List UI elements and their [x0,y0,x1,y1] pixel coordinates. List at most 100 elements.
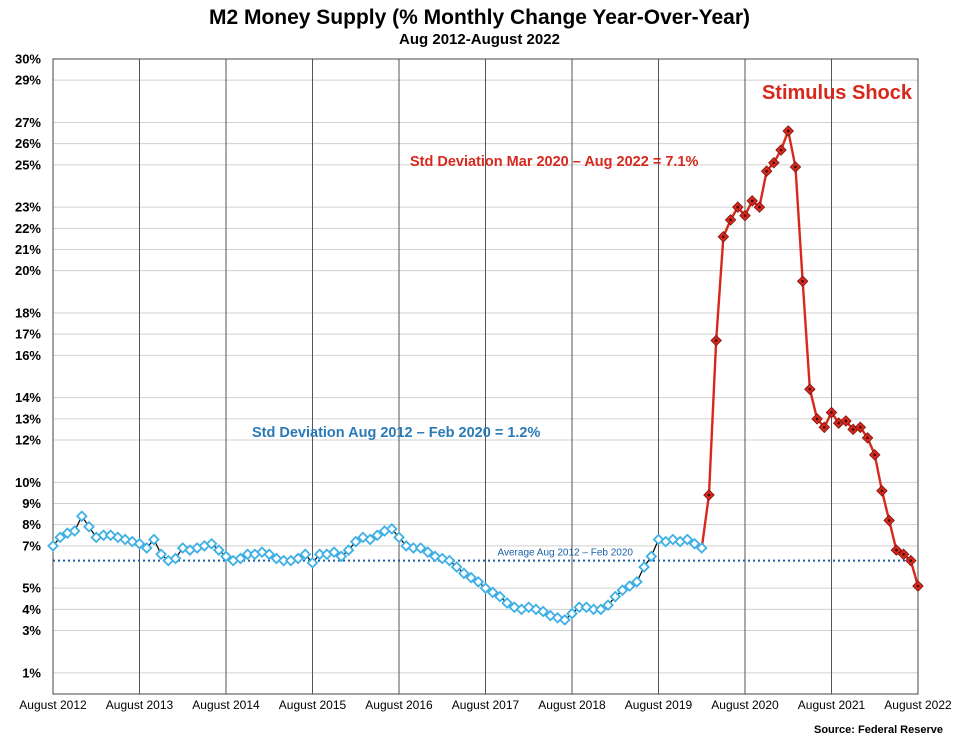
x-tick-label: August 2017 [452,698,520,712]
data-point-pre [631,575,643,588]
data-point-pre [443,554,456,567]
data-point-stimulus-center [873,453,877,457]
data-point-pre [126,535,139,548]
data-point-stimulus-center [916,584,920,588]
data-point-stimulus-center [830,411,833,414]
data-point-pre [385,523,398,535]
data-point-pre [580,601,593,614]
x-tick-label: August 2014 [192,698,260,712]
data-point-pre [328,546,340,559]
y-tick-label: 29% [15,73,41,88]
x-tick-label: August 2015 [279,698,347,712]
data-point-pre [112,531,124,544]
y-tick-label: 21% [15,242,41,257]
data-point-pre [234,552,247,565]
data-point-pre [133,537,146,550]
chart-title: M2 Money Supply (% Monthly Change Year-O… [208,6,751,29]
y-tick-label: 9% [22,496,41,511]
data-point-pre [220,550,232,563]
data-point-pre [609,590,622,603]
series-markers [47,125,924,626]
data-point-pre [155,548,167,561]
data-point-stimulus-center [822,426,826,429]
y-tick-label: 16% [15,348,41,363]
data-point-pre [638,561,650,573]
average-line-label: Average Aug 2012 – Feb 2020 [498,548,634,559]
x-tick-label: August 2016 [365,698,433,712]
data-point-pre [148,533,160,546]
y-tick-label: 3% [22,623,41,638]
data-point-pre [342,544,355,556]
data-point-stimulus-center [707,493,711,497]
data-point-pre [623,580,636,592]
stimulus-shock-label: Stimulus Shock [762,82,913,104]
x-tick-label: August 2020 [711,698,779,712]
data-point-pre [558,614,571,626]
data-point-pre [501,597,513,609]
data-point-pre [450,561,463,573]
y-tick-label: 25% [15,157,41,172]
data-point-pre [263,548,276,561]
y-tick-label: 22% [15,221,41,236]
data-point-stimulus-center [909,559,913,562]
data-point-pre [458,567,470,580]
data-point-pre [566,607,578,620]
data-point-pre [205,537,218,550]
data-point-pre [429,550,441,563]
y-tick-label: 7% [22,538,41,553]
data-point-stimulus-center [815,417,819,421]
data-point-stimulus-center [786,129,790,133]
data-point-stimulus-center [750,199,754,203]
data-point-stimulus-center [714,339,718,342]
data-point-pre [479,582,492,595]
data-point-pre [616,584,629,597]
data-point-pre [47,539,59,552]
data-point-stimulus-center [895,548,898,552]
data-point-stimulus-center [736,205,740,209]
x-tick-label: August 2013 [106,698,174,712]
y-tick-label: 26% [15,136,41,151]
std-deviation-pre-label: Std Deviation Aug 2012 – Feb 2020 = 1.2% [252,425,540,441]
series-line-stimulus [700,129,920,587]
y-tick-label: 27% [15,115,41,130]
data-point-pre [306,556,319,569]
data-point-stimulus-center [837,421,841,425]
data-point-stimulus-center [851,428,855,431]
data-point-pre [494,590,506,603]
data-point-pre [299,548,312,561]
data-point-pre [169,552,182,565]
data-point-pre [681,533,694,546]
y-tick-label: 5% [22,581,41,596]
x-tick-label: August 2021 [798,698,866,712]
y-tick-label: 10% [15,475,41,490]
y-tick-label: 4% [22,602,41,617]
data-point-pre [594,603,607,616]
x-tick-labels: August 2012 August 2013 August 2014 August … [19,698,952,712]
y-tick-label: 20% [15,263,41,278]
data-point-stimulus-center [794,165,797,169]
data-point-stimulus-center [866,436,869,440]
y-tick-label: 14% [15,390,41,405]
data-point-stimulus-center [801,279,804,283]
data-point-pre [140,542,153,554]
x-tick-label: August 2018 [538,698,606,712]
data-point-pre [414,542,427,554]
data-point-pre [292,552,304,565]
data-point-stimulus-center [772,161,776,165]
data-point-pre [695,542,708,554]
x-tick-label: August 2019 [625,698,693,712]
data-point-pre [537,605,550,618]
data-point-stimulus-center [902,553,905,556]
data-point-pre [522,601,535,614]
x-tick-label: August 2022 [884,698,952,712]
annotations: Stimulus Shock Std Deviation Mar 2020 – A… [252,82,913,441]
data-point-pre [335,550,348,563]
plot-frame [52,58,919,695]
data-point-pre [68,525,81,537]
y-tick-label: 17% [15,327,41,342]
data-point-stimulus-center [743,214,747,217]
data-point-pre [349,535,362,548]
data-point-stimulus-center [859,426,862,429]
